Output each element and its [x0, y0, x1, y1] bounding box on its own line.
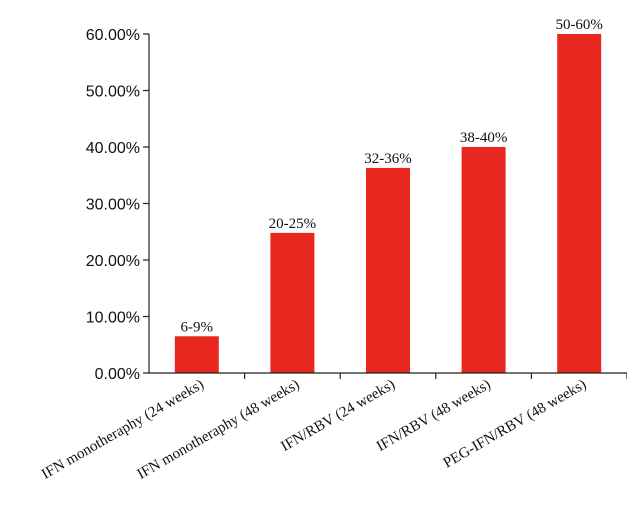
y-tick-label: 50.00%	[86, 84, 140, 101]
x-tick-label: IFN monotheraphy (48 weeks)	[135, 377, 303, 483]
bar	[557, 34, 602, 373]
y-tick-label: 20.00%	[86, 253, 140, 270]
x-tick-label: IFN monotheraphy (24 weeks)	[39, 377, 207, 483]
data-label: 20-25%	[269, 216, 317, 232]
bars	[174, 34, 602, 373]
y-axis: 0.00% 10.00% 20.00% 30.00% 40.00% 50.00% 60.00…	[86, 27, 150, 383]
bar	[461, 147, 506, 373]
y-tick-label: 30.00%	[86, 197, 140, 214]
bar	[174, 336, 219, 373]
bar	[366, 167, 410, 373]
x-axis: IFN monotheraphy (24 weeks)IFN monothera…	[39, 372, 627, 483]
data-label: 38-40%	[460, 130, 508, 146]
data-labels: 6-9% 20-25% 32-36% 38-40% 50-60%	[181, 17, 603, 335]
data-label: 6-9%	[181, 319, 214, 335]
y-tick-label: 60.00%	[86, 27, 140, 44]
y-tick-label: 40.00%	[86, 140, 140, 157]
data-label: 32-36%	[364, 151, 412, 167]
data-label: 50-60%	[555, 17, 603, 33]
y-tick-label: 10.00%	[86, 310, 140, 327]
y-tick-label: 0.00%	[95, 366, 140, 383]
bar	[270, 232, 315, 373]
